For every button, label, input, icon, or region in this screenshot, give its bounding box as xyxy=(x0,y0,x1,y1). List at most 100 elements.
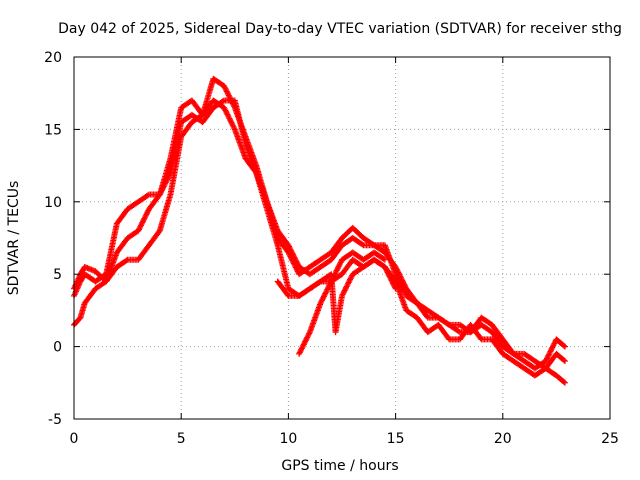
data-point xyxy=(334,264,341,271)
data-point xyxy=(304,334,311,341)
data-point xyxy=(342,286,349,293)
data-point xyxy=(550,343,557,350)
x-tick-label: 25 xyxy=(601,431,619,447)
data-point xyxy=(346,277,353,284)
data-point xyxy=(393,272,400,279)
data-point xyxy=(548,347,555,354)
data-point xyxy=(347,276,354,283)
data-point xyxy=(144,208,151,215)
y-axis-label: SDTVAR / TECUs xyxy=(6,181,22,296)
data-point xyxy=(347,275,354,282)
data-point xyxy=(223,110,230,117)
data-point xyxy=(383,266,390,273)
data-point xyxy=(387,274,394,281)
data-point xyxy=(339,291,346,298)
data-point xyxy=(305,331,312,338)
data-point xyxy=(137,223,144,230)
data-point xyxy=(544,354,551,361)
data-point xyxy=(231,125,238,132)
data-point xyxy=(550,341,557,348)
data-point xyxy=(337,259,344,266)
chart-title: Day 042 of 2025, Sidereal Day-to-day VTE… xyxy=(58,21,622,37)
series-trace-2 xyxy=(71,75,568,386)
data-point xyxy=(225,92,232,99)
data-point xyxy=(304,333,311,340)
data-point xyxy=(123,257,130,264)
data-point xyxy=(288,249,295,256)
data-point xyxy=(561,379,568,386)
data-point xyxy=(317,300,324,307)
data-point xyxy=(321,292,328,299)
data-point xyxy=(231,103,238,110)
data-point xyxy=(318,298,325,305)
data-point xyxy=(551,340,558,347)
data-point xyxy=(335,263,342,270)
data-point xyxy=(445,321,452,328)
data-point xyxy=(291,254,298,261)
data-point xyxy=(549,344,556,351)
x-axis-label: GPS time / hours xyxy=(281,458,398,474)
data-point xyxy=(296,350,303,357)
data-point xyxy=(348,273,355,280)
data-point xyxy=(138,220,145,227)
plot-frame xyxy=(73,56,611,420)
data-point xyxy=(381,256,388,263)
y-tick-label: 20 xyxy=(44,50,62,66)
data-points xyxy=(71,75,568,386)
data-point xyxy=(301,339,308,346)
data-point xyxy=(547,348,554,355)
series-trace-4 xyxy=(296,249,388,357)
data-point xyxy=(227,96,234,103)
data-point xyxy=(226,115,233,122)
data-point xyxy=(221,84,228,91)
data-point xyxy=(560,357,567,364)
data-point xyxy=(144,192,151,199)
series-trace-5 xyxy=(274,256,399,336)
data-point xyxy=(141,215,148,222)
data-point xyxy=(230,123,237,130)
data-point xyxy=(336,262,343,269)
data-point xyxy=(560,378,567,385)
data-point xyxy=(225,114,232,121)
data-point xyxy=(546,349,553,356)
data-point xyxy=(229,120,236,127)
x-tick-label: 10 xyxy=(279,431,297,447)
data-point xyxy=(391,284,398,291)
data-point xyxy=(224,89,231,96)
data-point xyxy=(387,276,394,283)
data-point xyxy=(135,226,142,233)
data-point xyxy=(155,228,162,235)
data-point xyxy=(385,272,392,279)
data-point xyxy=(332,270,339,277)
data-point xyxy=(142,214,149,221)
data-point xyxy=(345,279,352,286)
data-point xyxy=(142,212,149,219)
data-point xyxy=(289,250,296,257)
data-point xyxy=(297,348,304,355)
data-point xyxy=(343,283,350,290)
data-point xyxy=(561,343,568,350)
data-point xyxy=(300,342,307,349)
data-point xyxy=(385,270,392,277)
data-point xyxy=(343,284,350,291)
data-point xyxy=(545,352,552,359)
data-point xyxy=(229,122,236,129)
data-point xyxy=(290,251,297,258)
data-point xyxy=(380,255,387,262)
data-point xyxy=(398,283,405,290)
data-point xyxy=(228,97,235,104)
data-point xyxy=(333,267,340,274)
data-point xyxy=(219,98,226,105)
data-point xyxy=(401,290,408,297)
data-point xyxy=(386,273,393,280)
data-point xyxy=(543,356,550,363)
data-point xyxy=(144,210,151,217)
x-tick-label: 20 xyxy=(494,431,512,447)
data-point xyxy=(225,112,232,119)
data-point xyxy=(228,119,235,126)
data-point xyxy=(252,168,259,175)
y-tick-label: 0 xyxy=(53,340,62,356)
data-point xyxy=(285,242,292,249)
data-point xyxy=(136,225,143,232)
